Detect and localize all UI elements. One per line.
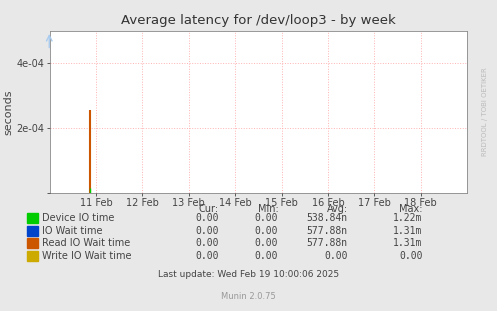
Text: 0.00: 0.00	[195, 238, 219, 248]
Text: Max:: Max:	[399, 204, 422, 214]
Text: 0.00: 0.00	[195, 251, 219, 261]
Text: 538.84n: 538.84n	[307, 213, 348, 223]
Text: 1.22m: 1.22m	[393, 213, 422, 223]
Text: Avg:: Avg:	[327, 204, 348, 214]
Text: Min:: Min:	[257, 204, 278, 214]
Text: 1.31m: 1.31m	[393, 226, 422, 236]
Text: 0.00: 0.00	[195, 213, 219, 223]
Text: Munin 2.0.75: Munin 2.0.75	[221, 292, 276, 300]
Text: 0.00: 0.00	[195, 226, 219, 236]
Text: Device IO time: Device IO time	[42, 213, 115, 223]
Text: 0.00: 0.00	[399, 251, 422, 261]
Text: Read IO Wait time: Read IO Wait time	[42, 238, 131, 248]
Text: 0.00: 0.00	[255, 238, 278, 248]
Text: 0.00: 0.00	[325, 251, 348, 261]
Text: 577.88n: 577.88n	[307, 226, 348, 236]
Text: 0.00: 0.00	[255, 213, 278, 223]
Text: IO Wait time: IO Wait time	[42, 226, 103, 236]
Text: 1.31m: 1.31m	[393, 238, 422, 248]
Text: Cur:: Cur:	[199, 204, 219, 214]
Text: RRDTOOL / TOBI OETIKER: RRDTOOL / TOBI OETIKER	[482, 67, 488, 156]
Text: Write IO Wait time: Write IO Wait time	[42, 251, 132, 261]
Text: 0.00: 0.00	[255, 226, 278, 236]
Title: Average latency for /dev/loop3 - by week: Average latency for /dev/loop3 - by week	[121, 14, 396, 27]
Text: Last update: Wed Feb 19 10:00:06 2025: Last update: Wed Feb 19 10:00:06 2025	[158, 270, 339, 279]
Text: 577.88n: 577.88n	[307, 238, 348, 248]
Text: 0.00: 0.00	[255, 251, 278, 261]
Y-axis label: seconds: seconds	[3, 89, 13, 135]
